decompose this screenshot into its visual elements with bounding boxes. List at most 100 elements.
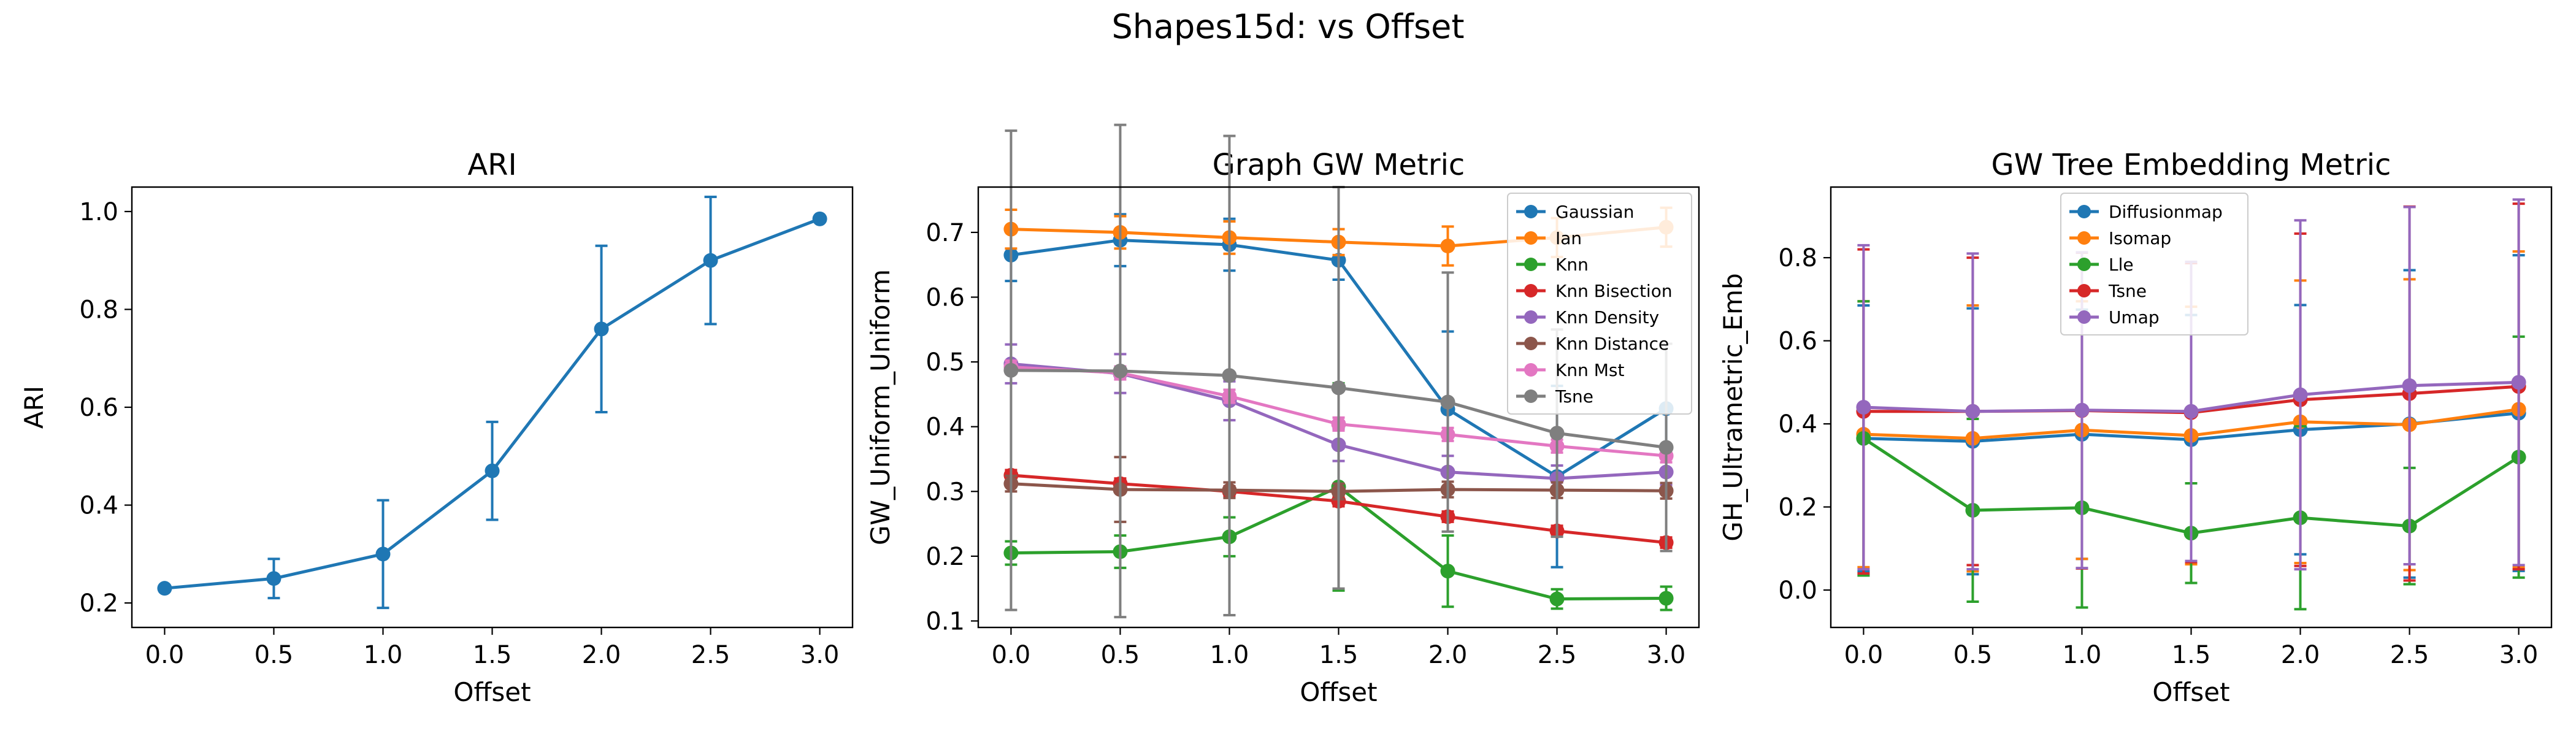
chart-panel-1: ARI Offset ARI 0.0 0.5 1.0 1.5 2.0 2.5 3.0 0.2 0.4 0… — [19, 148, 854, 707]
chart-title: ARI — [467, 148, 516, 182]
legend-label: Tsne — [1555, 386, 1593, 407]
legend-swatch-marker — [1524, 337, 1538, 350]
x-tick-label: 0.5 — [255, 641, 294, 669]
x-tick-label: 1.5 — [1319, 641, 1359, 669]
legend-item: Umap — [2069, 307, 2160, 328]
plot-frame — [131, 186, 854, 629]
y-tick-label: 0.2 — [926, 543, 965, 571]
y-tick-label: 0.4 — [1778, 410, 1817, 439]
x-tick-label: 1.0 — [1210, 641, 1249, 669]
legend-item: Gaussian — [1516, 202, 1634, 222]
x-tick-label: 1.5 — [473, 641, 512, 669]
y-axis-label: ARI — [19, 386, 49, 429]
y-tick-label: 0.4 — [926, 413, 965, 442]
x-tick-label: 3.0 — [800, 641, 840, 669]
y-tick-label: 0.6 — [926, 284, 965, 312]
data-point — [1331, 380, 1346, 396]
data-point — [594, 321, 609, 337]
legend-item: Knn Density — [1516, 307, 1659, 328]
series-tsne — [1003, 123, 1674, 619]
legend-label: Tsne — [2108, 281, 2147, 301]
legend-box — [2060, 193, 2248, 335]
x-tick-label: 0.0 — [1844, 641, 1884, 669]
legend-item: Knn Mst — [1516, 360, 1625, 380]
x-tick-label: 2.5 — [691, 641, 730, 669]
legend-label: Isomap — [2109, 228, 2171, 248]
chart-title: Graph GW Metric — [1213, 148, 1465, 182]
data-point — [1658, 440, 1674, 455]
data-point — [2293, 387, 2308, 402]
legend-item: Diffusionmap — [2069, 202, 2223, 222]
legend-swatch-marker — [1524, 363, 1538, 377]
legend: Gaussian Ian Knn Knn Bisection Knn Density Kn… — [1507, 193, 1692, 415]
data-point — [1440, 394, 1455, 410]
legend-swatch-marker — [1524, 231, 1538, 245]
legend-item: Knn Distance — [1516, 334, 1669, 354]
x-tick-label: 3.0 — [2499, 641, 2539, 669]
data-point — [1856, 400, 1871, 415]
legend-label: Diffusionmap — [2109, 202, 2223, 222]
series-1 — [157, 195, 827, 610]
data-point — [1003, 362, 1019, 378]
x-tick-label: 0.0 — [992, 641, 1031, 669]
chart-panel-3: GW Tree Embedding Metric Offset GH_Ultrame… — [1718, 148, 2553, 707]
legend-item: Lle — [2069, 255, 2134, 275]
x-tick-label: 1.0 — [2063, 641, 2102, 669]
y-tick-label: 0.4 — [79, 492, 118, 520]
y-tick-label: 0.2 — [1778, 494, 1817, 522]
x-tick-label: 1.5 — [2172, 641, 2211, 669]
legend-item: Knn — [1516, 255, 1589, 275]
plot-frame — [977, 186, 1700, 629]
x-tick-label: 3.0 — [1647, 641, 1686, 669]
legend-swatch-marker — [2077, 231, 2091, 245]
legend-label: Lle — [2109, 255, 2134, 275]
x-tick-label: 2.5 — [2390, 641, 2429, 669]
y-tick-label: 0.8 — [79, 296, 118, 324]
x-tick-label: 0.5 — [1101, 641, 1140, 669]
chart-panel-2: Graph GW Metric Offset GW_Uniform_Uniform 0… — [865, 123, 1700, 707]
data-point — [2511, 375, 2526, 390]
legend-swatch-marker — [1524, 284, 1538, 297]
legend-item: Knn Bisection — [1516, 281, 1673, 301]
data-point — [2074, 402, 2090, 418]
y-tick-label: 0.5 — [926, 348, 965, 377]
y-tick-label: 0.7 — [926, 219, 965, 247]
y-tick-label: 0.8 — [1778, 244, 1817, 272]
legend-label: Knn Mst — [1555, 360, 1625, 380]
data-point — [1113, 363, 1128, 378]
legend-item: Ian — [1516, 228, 1582, 248]
series-umap — [1856, 198, 2526, 571]
legend-item: Tsne — [2069, 281, 2147, 301]
data-point — [812, 211, 827, 226]
legend-swatch-marker — [2077, 284, 2091, 297]
legend-label: Knn Distance — [1555, 334, 1669, 354]
data-point — [1549, 591, 1565, 607]
legend-label: Knn — [1555, 255, 1589, 275]
y-tick-label: 1.0 — [79, 198, 118, 226]
data-point — [703, 253, 718, 268]
data-point — [2402, 378, 2417, 393]
x-tick-label: 2.0 — [2281, 641, 2320, 669]
data-point — [485, 463, 500, 478]
data-point — [1965, 404, 1980, 419]
data-point — [157, 581, 172, 596]
x-axis-label: Offset — [453, 677, 531, 707]
legend-label: Umap — [2109, 307, 2160, 328]
plot-frame — [1830, 186, 2553, 629]
y-tick-label: 0.0 — [1778, 577, 1817, 605]
legend-label: Knn Density — [1555, 307, 1659, 328]
data-point — [266, 571, 282, 586]
legend-swatch-marker — [2077, 205, 2091, 218]
legend-swatch-marker — [2077, 258, 2091, 271]
legend-label: Knn Bisection — [1555, 281, 1673, 301]
x-tick-label: 0.5 — [1953, 641, 1993, 669]
chart-title: GW Tree Embedding Metric — [1991, 148, 2391, 182]
legend-swatch-marker — [1524, 258, 1538, 271]
legend: Diffusionmap Isomap Lle Tsne Umap — [2060, 193, 2248, 335]
data-point — [375, 546, 391, 562]
data-point — [1440, 564, 1455, 579]
x-tick-label: 2.5 — [1538, 641, 1577, 669]
y-tick-label: 0.6 — [1778, 328, 1817, 356]
data-point — [2183, 404, 2199, 419]
